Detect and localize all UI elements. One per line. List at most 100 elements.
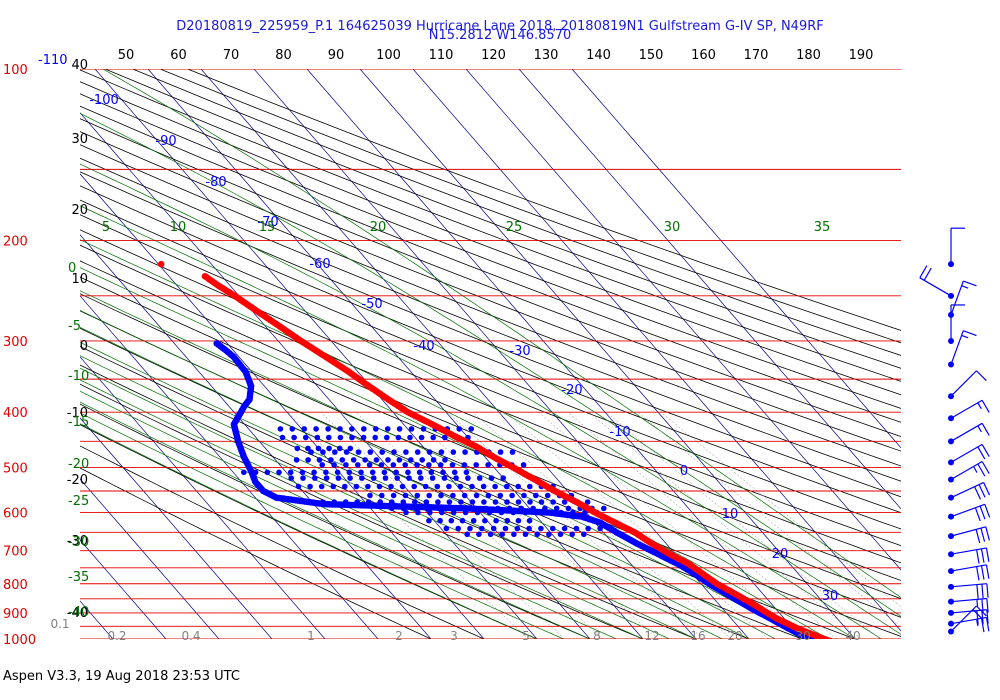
footer-timestamp: Aspen V3.3, 19 Aug 2018 23:53 UTC xyxy=(3,669,240,684)
dewpoint-scatter-point xyxy=(335,475,342,481)
height-axis-label: -40 xyxy=(67,606,88,621)
wind-barb-flag xyxy=(972,609,984,620)
dewpoint-scatter-point xyxy=(514,525,521,532)
dewpoint-scatter-point xyxy=(326,445,332,452)
dewpoint-scatter-point xyxy=(557,531,564,538)
dewpoint-scatter-point xyxy=(504,517,511,524)
dewpoint-scatter-point xyxy=(561,525,568,532)
moist-adiabat-label: 30 xyxy=(664,220,681,235)
dewpoint-scatter-point xyxy=(325,426,331,432)
dewpoint-scatter-point xyxy=(406,475,412,481)
dewpoint-scatter-point xyxy=(526,517,533,524)
isotherm-line xyxy=(80,112,538,639)
sounding-profiles xyxy=(157,260,834,639)
dewpoint-scatter-point xyxy=(314,434,321,441)
dewpoint-scatter-point xyxy=(379,492,385,499)
dewpoint-scatter-point xyxy=(457,483,464,490)
dewpoint-scatter-point xyxy=(476,531,482,538)
dewpoint-scatter-point xyxy=(411,483,418,490)
dewpoint-scatter-point xyxy=(295,483,302,490)
dewpoint-scatter-point xyxy=(538,499,545,505)
mixing-ratio-line xyxy=(447,412,704,639)
dry-adiabat-line xyxy=(80,276,901,618)
wind-barb-flag xyxy=(981,399,990,413)
isotherm-label: 30 xyxy=(822,589,839,604)
moist-adiabat-label: 35 xyxy=(814,220,831,235)
dewpoint-scatter-point xyxy=(534,531,540,538)
wind-barb xyxy=(948,597,989,613)
wind-barb-station xyxy=(948,568,954,575)
dewpoint-scatter-point xyxy=(476,475,483,481)
wind-barb-station xyxy=(948,415,954,422)
wind-barb-flag xyxy=(985,564,990,579)
wind-barb-station xyxy=(948,438,954,445)
dewpoint-scatter-point xyxy=(533,492,539,499)
diagram-labels: 50 60 70 80 90 100 110 120 130 140 150 160 170 180 190… xyxy=(3,48,873,648)
dry-adiabat-line xyxy=(80,131,901,452)
wind-barb xyxy=(948,583,989,599)
dewpoint-scatter-point xyxy=(581,531,587,538)
dewpoint-scatter-point xyxy=(442,434,448,441)
wind-barb-flag xyxy=(981,444,990,457)
dewpoint-scatter-point xyxy=(435,499,441,505)
dewpoint-scatter-point xyxy=(601,505,607,512)
dewpoint-scatter-point xyxy=(450,492,456,499)
dewpoint-scatter-point xyxy=(550,525,556,532)
top-axis-tick-label: 150 xyxy=(639,48,664,63)
wind-barb-station xyxy=(948,513,954,520)
isotherm-label: 0 xyxy=(680,464,688,479)
dewpoint-scatter-point xyxy=(390,492,397,499)
top-axis-tick-label: 160 xyxy=(691,48,716,63)
dewpoint-scatter-point xyxy=(442,457,448,463)
dry-adiabat-line xyxy=(132,69,901,356)
wind-barb xyxy=(948,280,977,318)
dewpoint-scatter-point xyxy=(318,483,325,490)
isotherm-label: -60 xyxy=(309,257,330,272)
dewpoint-scatter-point xyxy=(373,426,379,432)
wind-barb-flag xyxy=(974,507,981,522)
dewpoint-scatter-point xyxy=(299,469,306,476)
wind-barb-staff xyxy=(950,564,987,572)
pressure-label: 900 xyxy=(3,607,28,622)
mixing-ratio-label: 12 xyxy=(644,629,659,643)
dewpoint-scatter-point xyxy=(584,499,591,505)
dewpoint-scatter-point xyxy=(353,483,360,490)
height-axis-label: -10 xyxy=(67,406,88,421)
dewpoint-scatter-point xyxy=(405,469,411,476)
dewpoint-scatter-point xyxy=(331,462,337,468)
dewpoint-scatter-point xyxy=(509,449,516,455)
dry-adiabat-line xyxy=(80,214,901,547)
dewpoint-scatter-point xyxy=(343,449,350,455)
top-axis-tick-label: 180 xyxy=(796,48,821,63)
isotherm-line xyxy=(80,539,167,639)
wind-barb-flag xyxy=(963,330,977,337)
wind-barb-station xyxy=(948,292,954,299)
dewpoint-scatter-point xyxy=(422,483,429,490)
dewpoint-scatter-point xyxy=(408,457,414,463)
dewpoint-scatter-point xyxy=(427,509,433,516)
dewpoint-scatter-point xyxy=(569,531,575,538)
isotherm-line xyxy=(80,295,379,639)
isotherm-line xyxy=(94,69,591,639)
dewpoint-scatter-point xyxy=(378,462,385,468)
dewpoint-scatter-point xyxy=(393,469,400,476)
dewpoint-scatter-point xyxy=(438,449,445,455)
dewpoint-scatter-point xyxy=(339,457,346,463)
dewpoint-scatter-point xyxy=(446,499,453,505)
pressure-label: 700 xyxy=(3,545,28,560)
dewpoint-scatter-point xyxy=(355,449,362,455)
top-axis-tick-label: 170 xyxy=(744,48,769,63)
dewpoint-scatter-point xyxy=(349,434,355,441)
dewpoint-scatter-point xyxy=(473,462,480,468)
dry-adiabat-line xyxy=(80,310,856,639)
wind-barb-flag xyxy=(977,425,982,433)
dewpoint-scatter-point xyxy=(485,462,491,468)
dewpoint-scatter-point xyxy=(294,445,301,452)
corner-label: -110 xyxy=(38,53,68,68)
isotherm-label: -50 xyxy=(361,297,382,312)
wind-barb-flag xyxy=(980,565,985,580)
dewpoint-scatter-point xyxy=(467,525,473,532)
moist-adiabat-line xyxy=(80,267,829,639)
pressure-label: 400 xyxy=(3,406,28,421)
mixing-ratio-label: 20 xyxy=(727,629,742,643)
